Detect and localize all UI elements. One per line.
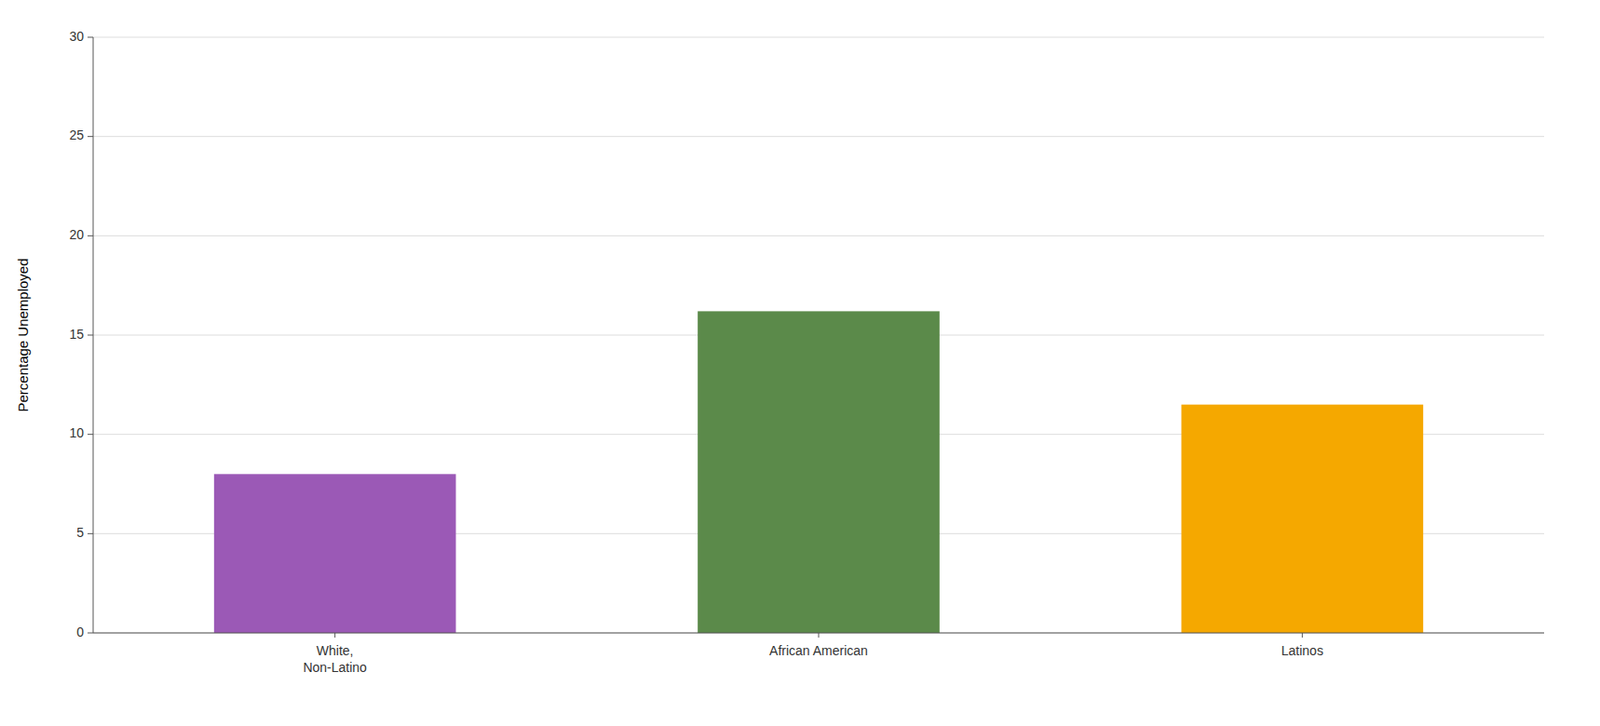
y-tick-label: 10 [68,425,84,441]
y-axis: 0 5 10 15 20 25 30 [68,28,94,640]
x-tick [818,633,820,638]
x-tick-label: White,Non-Latino [302,643,367,676]
x-tick-label-line: Latinos [1281,643,1324,659]
chart-svg: 0 5 10 15 20 25 30 White,Non-Latino African Amer… [0,0,1600,726]
x-tick-label-line: African American [769,643,868,659]
x-tick [334,633,336,638]
x-tick-label-line: White, [316,643,354,659]
y-tick-label: 0 [76,624,84,640]
bars [214,311,1424,634]
y-tick [87,633,94,635]
y-axis-line [93,37,95,634]
y-tick [87,235,94,237]
y-tick-label: 30 [68,28,84,44]
bar [1181,405,1424,634]
y-tick [87,335,94,337]
grid-line [93,37,1545,39]
grid-line [93,135,1545,137]
x-tick-label: Latinos [1281,643,1324,659]
chart-container: 0 5 10 15 20 25 30 White,Non-Latino African Amer… [0,0,1600,726]
x-axis: White,Non-Latino African American Latinos [93,633,1545,676]
y-tick [87,135,94,137]
y-tick-label: 5 [76,525,84,541]
y-tick-label: 20 [68,227,84,243]
x-tick-label-line: Non-Latino [302,660,367,676]
y-tick [87,37,94,39]
y-tick [87,433,94,435]
bar [214,474,457,634]
y-tick-label: 15 [68,326,84,342]
y-tick-label: 25 [68,127,84,143]
y-tick [87,533,94,535]
grid-line [93,235,1545,237]
x-tick-label: African American [769,643,868,659]
bar [697,311,940,634]
y-axis-label: Percentage Unemployed [14,257,31,412]
x-tick [1301,633,1303,638]
grid [93,37,1545,634]
